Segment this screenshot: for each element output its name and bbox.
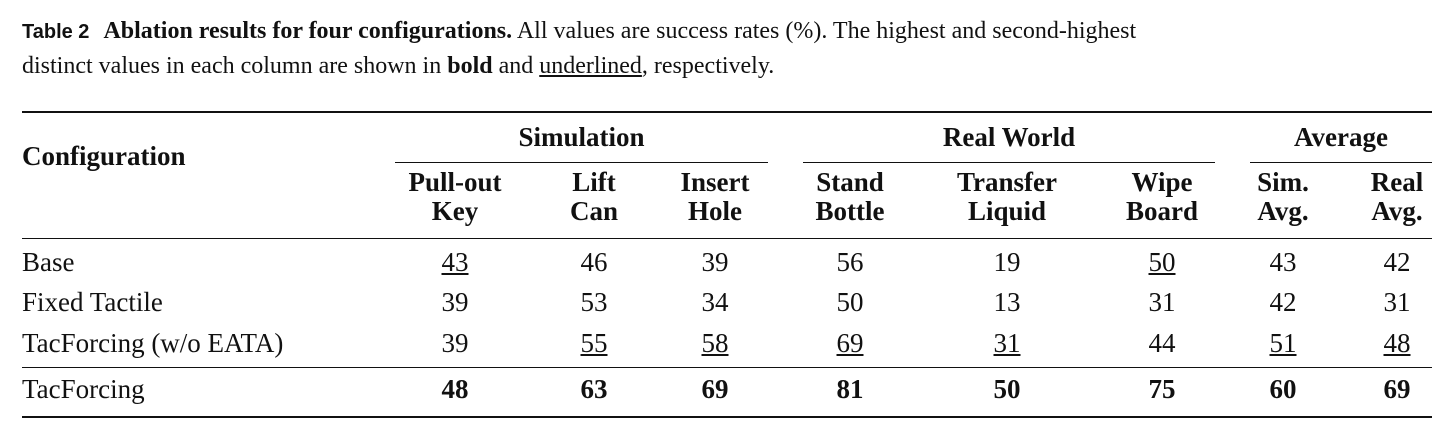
cell: 60 — [1269, 374, 1297, 404]
column-header: Avg. — [1257, 196, 1309, 226]
caption-text: and — [498, 53, 534, 79]
cell: 50 — [993, 374, 1021, 404]
group-header: Real World — [942, 122, 1076, 152]
row-label: TacForcing (w/o EATA) — [22, 328, 284, 358]
cell: 19 — [993, 247, 1021, 277]
caption-bold: bold — [447, 53, 493, 79]
group-rule — [395, 162, 768, 163]
cell: 31 — [1148, 287, 1176, 317]
cell: 39 — [701, 247, 729, 277]
caption-title: Ablation results for four configurations… — [103, 18, 513, 44]
cell: 55 — [580, 328, 608, 358]
cell: 75 — [1148, 374, 1176, 404]
cell: 53 — [580, 287, 608, 317]
column-header: Wipe — [1131, 167, 1193, 197]
cell: 58 — [701, 328, 729, 358]
caption: Table 2 Ablation results for four config… — [22, 14, 1136, 83]
top-rule — [22, 111, 1432, 113]
cell: 56 — [836, 247, 864, 277]
column-header: Avg. — [1371, 196, 1423, 226]
caption-label: Table 2 — [22, 21, 90, 43]
column-header: Liquid — [967, 196, 1047, 226]
column-header: Bottle — [815, 196, 885, 226]
caption-text: All values are success rates (%). The hi… — [516, 18, 1137, 44]
cell: 46 — [580, 247, 608, 277]
cell: 50 — [1148, 247, 1176, 277]
cell: 13 — [993, 287, 1021, 317]
cell: 69 — [1383, 374, 1411, 404]
cell: 48 — [441, 374, 469, 404]
cell: 42 — [1383, 247, 1411, 277]
group-header: Simulation — [518, 122, 645, 152]
cell: 42 — [1269, 287, 1297, 317]
row-label: Base — [22, 247, 75, 277]
column-header: Transfer — [957, 167, 1057, 197]
row-rule — [22, 367, 1432, 368]
column-header: Board — [1125, 196, 1199, 226]
bottom-rule — [22, 416, 1432, 418]
cell: 31 — [1383, 287, 1411, 317]
row-label: TacForcing — [22, 374, 145, 404]
column-header: Pull-out — [408, 167, 502, 197]
row-label: Fixed Tactile — [22, 287, 163, 317]
caption-underline: underlined — [539, 53, 642, 79]
group-rule — [803, 162, 1215, 163]
row-header: Configuration — [22, 141, 186, 171]
cell: 39 — [441, 328, 469, 358]
cell: 48 — [1383, 328, 1411, 358]
column-header: Insert — [680, 167, 750, 197]
cell: 43 — [1269, 247, 1297, 277]
column-header: Stand — [816, 167, 884, 197]
cell: 63 — [580, 374, 608, 404]
cell: 69 — [701, 374, 729, 404]
header-rule — [22, 238, 1432, 239]
cell: 39 — [441, 287, 469, 317]
column-header: Hole — [688, 196, 742, 226]
cell: 34 — [701, 287, 729, 317]
column-header: Lift — [572, 167, 616, 197]
group-rule — [1250, 162, 1432, 163]
cell: 43 — [441, 247, 469, 277]
cell: 31 — [993, 328, 1021, 358]
column-header: Key — [431, 196, 479, 226]
caption-text: , respectively. — [641, 53, 775, 79]
column-header: Can — [569, 196, 619, 226]
cell: 44 — [1148, 328, 1176, 358]
group-header: Average — [1294, 122, 1388, 152]
cell: 50 — [836, 287, 864, 317]
caption-text: distinct values in each column are shown… — [22, 53, 442, 79]
column-header: Sim. — [1257, 167, 1309, 197]
cell: 51 — [1269, 328, 1297, 358]
cell: 81 — [836, 374, 864, 404]
cell: 69 — [836, 328, 864, 358]
column-header: Real — [1370, 167, 1424, 197]
